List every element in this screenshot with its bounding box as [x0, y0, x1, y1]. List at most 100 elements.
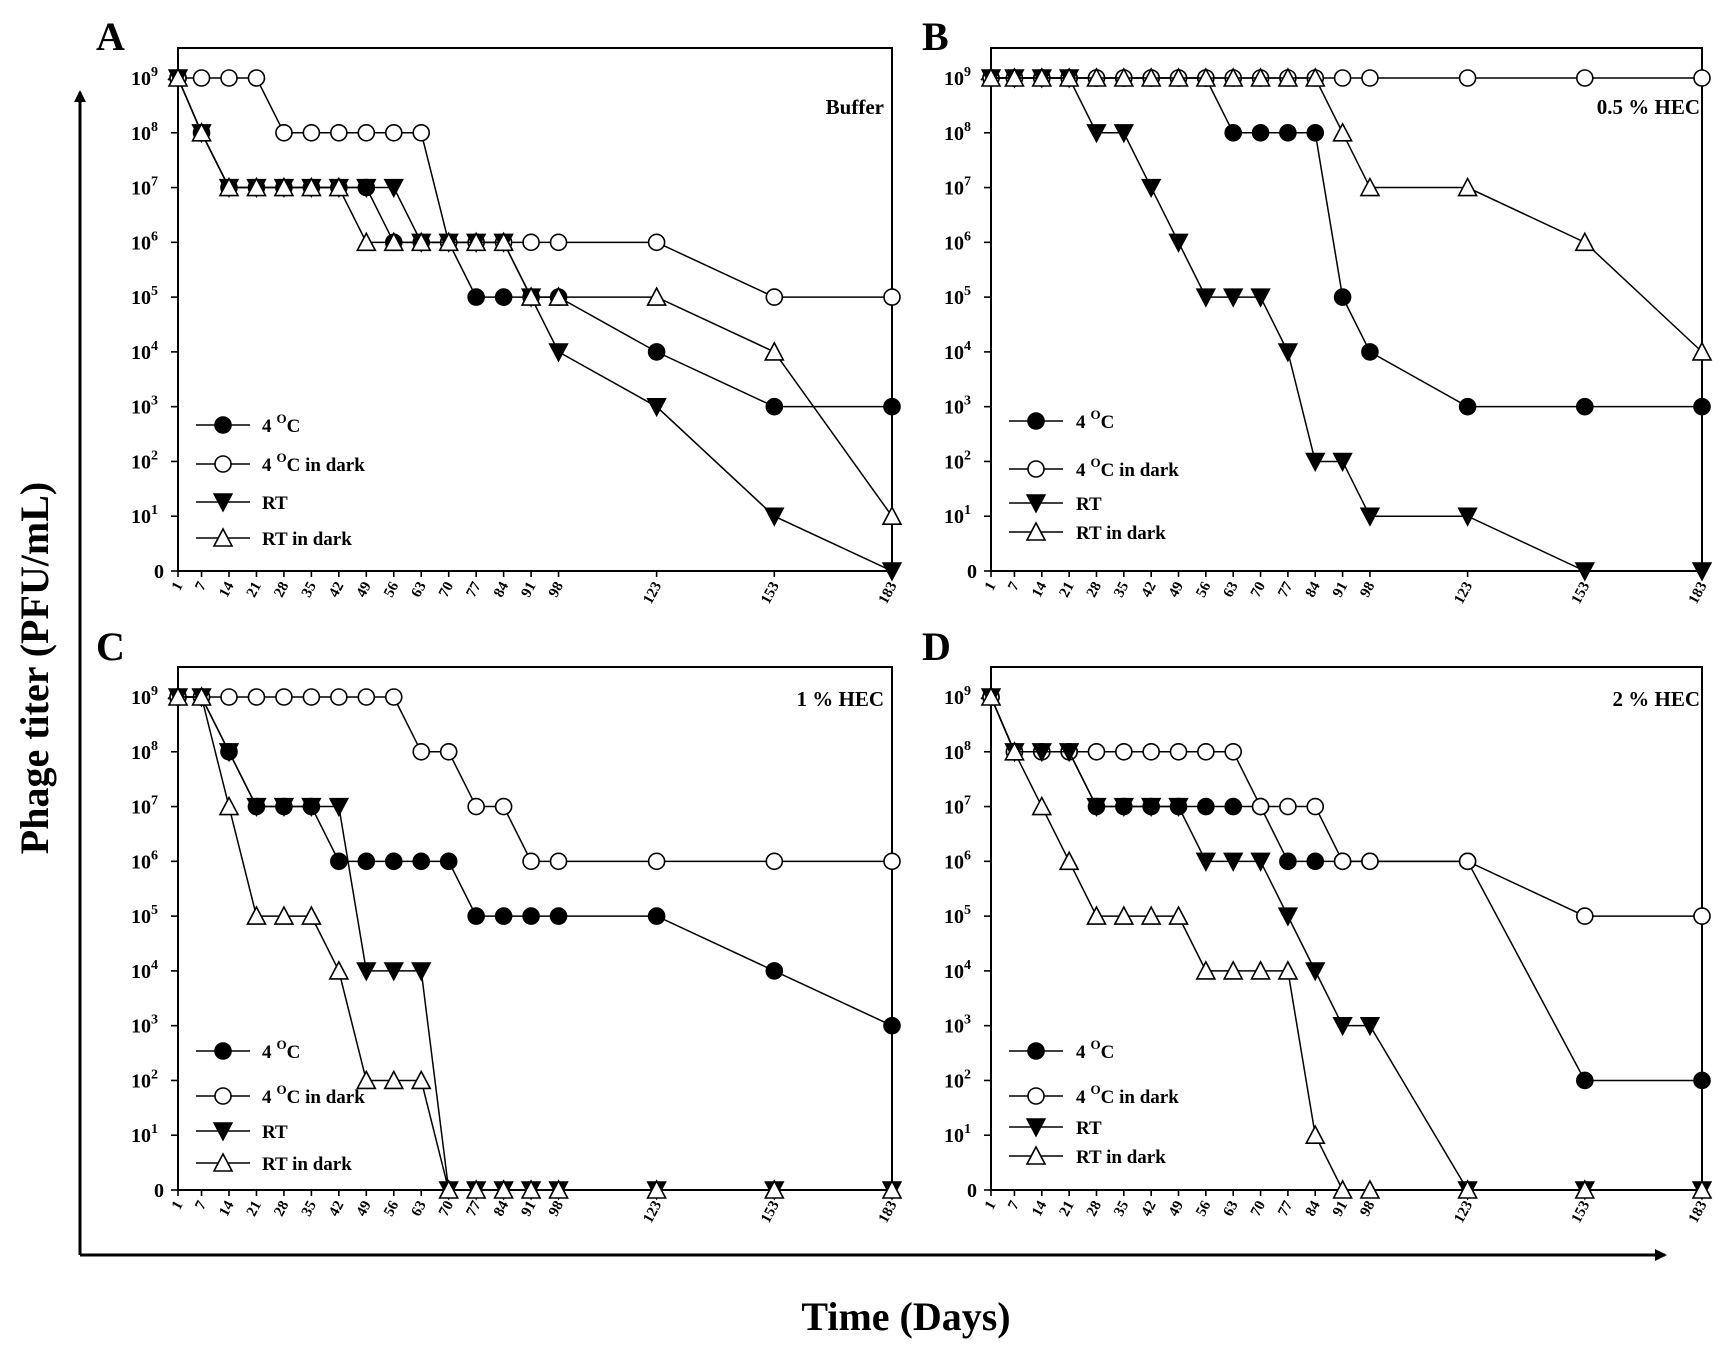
data-point: [1031, 743, 1052, 763]
plot-frame: [177, 47, 893, 572]
x-tick-label: 123: [640, 1198, 665, 1225]
panel-a: A Buffer 0 101 102 103 104 105 106 107 108 109 1 7 14 2…: [96, 14, 903, 607]
x-tick-label: 63: [409, 1198, 430, 1219]
data-point: [384, 688, 403, 706]
y-tick-label: 102: [944, 448, 971, 473]
data-point: [980, 686, 1002, 706]
y-tick-label: 103: [131, 394, 158, 419]
legend-label: RT in dark: [1076, 523, 1166, 544]
data-point: [465, 231, 487, 252]
legend-marker: [214, 1087, 232, 1105]
data-point: [494, 907, 513, 925]
data-point: [191, 686, 212, 706]
x-tick-label: 70: [1248, 579, 1269, 600]
x-tick-label: 77: [1275, 1198, 1296, 1219]
data-point: [330, 688, 348, 706]
data-point: [646, 1179, 667, 1199]
data-point: [1250, 67, 1271, 87]
data-point: [1332, 1016, 1353, 1037]
data-point: [467, 797, 485, 816]
x-tick-label: 98: [1357, 579, 1378, 600]
data-point: [356, 962, 377, 982]
y-tick-label: 105: [131, 903, 158, 928]
data-point: [1457, 507, 1478, 527]
y-tick-label: 102: [131, 448, 158, 473]
x-tick-label: 183: [876, 579, 901, 606]
data-point: [1086, 67, 1107, 87]
x-tick-label: 98: [546, 579, 567, 600]
x-tick-label: 123: [1451, 1198, 1476, 1225]
x-tick-label: 153: [758, 579, 783, 606]
data-point: [301, 176, 322, 197]
y-tick-label: 108: [131, 120, 158, 145]
x-tick-label: 84: [1303, 579, 1324, 600]
data-point: [355, 1069, 377, 1090]
legend-marker: [1025, 521, 1047, 541]
data-point: [438, 1179, 460, 1199]
data-point: [548, 286, 569, 306]
panel-letter: C: [96, 624, 125, 669]
data-point: [412, 123, 431, 142]
x-tick-label: 42: [326, 1198, 347, 1219]
data-point: [1277, 907, 1299, 927]
data-point: [883, 852, 901, 871]
data-point: [881, 1179, 903, 1199]
y-tick-label: 0: [967, 1180, 977, 1202]
x-tick-label: 84: [491, 579, 512, 600]
x-tick-label: 42: [326, 579, 347, 600]
y-tick-label: 108: [944, 120, 971, 145]
data-point: [411, 962, 432, 982]
y-tick-label: 109: [131, 65, 158, 90]
data-point: [467, 907, 485, 925]
legend-marker: [1025, 1145, 1047, 1165]
data-point: [1086, 124, 1107, 144]
y-tick-label: 102: [944, 1067, 971, 1092]
x-tick-label: 98: [1357, 1198, 1378, 1219]
x-tick-label: 63: [1221, 1198, 1242, 1219]
data-point: [1004, 741, 1025, 761]
data-point: [1058, 67, 1080, 87]
data-point: [765, 852, 784, 871]
legend-label: 4 OC: [262, 1037, 300, 1063]
x-tick-label: 14: [1029, 1198, 1050, 1219]
panel-d: D 2 % HEC 0 101 102 103 104 105 106 107 108 109 1 7 14…: [922, 624, 1713, 1226]
data-point: [1224, 742, 1243, 761]
data-point: [1113, 905, 1135, 925]
data-point: [355, 231, 377, 252]
data-point: [647, 343, 666, 361]
data-point: [246, 905, 267, 925]
data-point: [522, 852, 540, 871]
data-point: [1086, 905, 1107, 925]
legend-marker: [214, 1042, 232, 1060]
data-point: [246, 176, 267, 197]
data-point: [383, 962, 404, 982]
x-tick-label: 91: [518, 1198, 539, 1219]
data-point: [764, 507, 785, 527]
data-point: [467, 288, 485, 306]
y-tick-label: 109: [944, 684, 971, 709]
data-point: [1277, 960, 1299, 980]
data-point: [1306, 123, 1325, 142]
data-point: [1142, 742, 1160, 761]
data-point: [301, 797, 322, 818]
data-point: [647, 852, 666, 871]
data-point: [1195, 852, 1217, 872]
x-tick-label: 70: [436, 579, 457, 600]
panel-title: 1 % HEC: [796, 687, 884, 711]
y-tick-label: 101: [131, 1122, 158, 1147]
data-point: [328, 797, 350, 818]
x-tick-label: 28: [1084, 579, 1105, 600]
data-point: [1574, 562, 1595, 582]
x-tick-label: 56: [381, 579, 402, 600]
data-point: [247, 688, 266, 706]
data-point: [1333, 288, 1352, 306]
x-tick-label: 14: [216, 1198, 237, 1219]
y-tick-label: 106: [131, 848, 158, 873]
x-tick-label: 63: [1221, 579, 1242, 600]
legend-label: 4 OC: [262, 411, 300, 437]
y-tick-label: 107: [131, 794, 158, 819]
data-point: [763, 1179, 785, 1199]
data-point: [646, 286, 667, 306]
